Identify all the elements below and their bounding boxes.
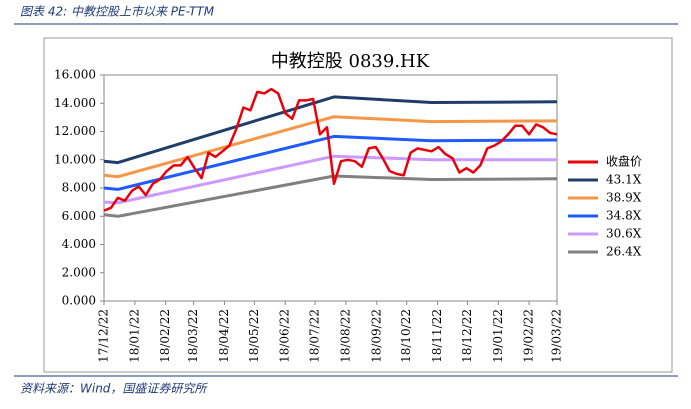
legend-label: 34.8X (606, 209, 642, 223)
y-tick-label: 10.000 (54, 152, 96, 166)
x-tick-label: 18/12/22 (460, 309, 474, 363)
x-tick-label: 18/04/22 (217, 309, 231, 363)
legend-label: 26.4X (606, 245, 642, 259)
y-tick-label: 6.000 (62, 209, 96, 223)
legend-label: 38.9X (606, 191, 642, 205)
y-tick-label: 16.000 (54, 68, 96, 82)
x-tick-label: 18/03/22 (186, 309, 200, 363)
y-tick-label: 8.000 (62, 181, 96, 195)
x-tick-label: 18/01/22 (127, 309, 141, 363)
y-tick-label: 4.000 (62, 237, 96, 251)
x-tick-label: 18/11/22 (430, 309, 444, 363)
legend-label: 30.6X (606, 227, 642, 241)
y-tick-label: 12.000 (54, 124, 96, 138)
x-tick-label: 18/05/22 (247, 309, 261, 363)
x-tick-label: 18/08/22 (338, 309, 352, 363)
y-tick-label: 2.000 (62, 265, 96, 279)
x-tick-label: 19/02/22 (522, 309, 536, 363)
series-line (103, 87, 558, 212)
x-tick-label: 19/03/22 (550, 309, 564, 363)
x-tick-label: 18/06/22 (278, 309, 292, 363)
x-tick-label: 18/02/22 (158, 309, 172, 363)
x-tick-label: 17/12/22 (97, 309, 111, 363)
y-tick-label: 0.000 (62, 294, 96, 308)
x-tick-label: 18/10/22 (399, 309, 413, 363)
chart-frame (43, 37, 673, 373)
series-line (103, 95, 558, 165)
source: 资料来源：Wind，国盛证券研究所 (20, 382, 208, 396)
chart-title: 中教控股 0839.HK (271, 51, 430, 72)
series-line (103, 115, 558, 179)
series-line (103, 134, 558, 191)
y-tick-label: 14.000 (54, 96, 96, 110)
legend-label: 收盘价 (606, 154, 642, 169)
x-tick-label: 18/09/22 (369, 309, 383, 363)
x-tick-label: 18/07/22 (308, 309, 322, 363)
legend-label: 43.1X (606, 173, 642, 187)
x-tick-label: 19/01/22 (491, 309, 505, 363)
caption: 图表 42: 中教控股上市以来 PE-TTM (20, 5, 215, 19)
